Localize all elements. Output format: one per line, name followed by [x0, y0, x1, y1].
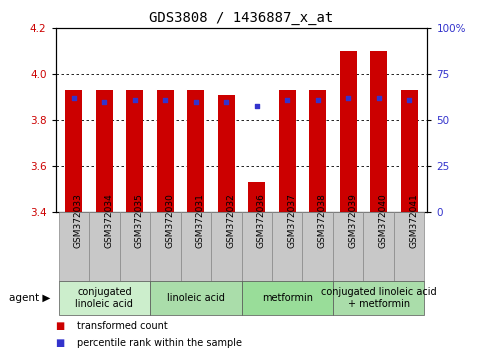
- Point: [192, 99, 199, 105]
- Point: [131, 97, 139, 103]
- Point: [222, 99, 230, 105]
- Text: GSM372039: GSM372039: [348, 193, 357, 248]
- Text: conjugated
linoleic acid: conjugated linoleic acid: [75, 287, 133, 309]
- Bar: [120, 212, 150, 281]
- Bar: [370, 51, 387, 212]
- Bar: [66, 91, 82, 212]
- Text: GSM372030: GSM372030: [165, 193, 174, 248]
- Bar: [89, 212, 120, 281]
- Text: ■: ■: [56, 321, 65, 331]
- Point: [253, 103, 261, 108]
- Text: GSM372031: GSM372031: [196, 193, 205, 248]
- Bar: [333, 212, 363, 281]
- Point: [314, 97, 322, 103]
- Bar: [127, 91, 143, 212]
- Text: transformed count: transformed count: [77, 321, 168, 331]
- Bar: [242, 212, 272, 281]
- Bar: [150, 281, 242, 315]
- Text: GSM372036: GSM372036: [257, 193, 266, 248]
- Bar: [211, 212, 242, 281]
- Text: GSM372034: GSM372034: [104, 193, 114, 248]
- Point: [375, 96, 383, 101]
- Point: [70, 96, 78, 101]
- Text: GDS3808 / 1436887_x_at: GDS3808 / 1436887_x_at: [149, 11, 334, 25]
- Bar: [58, 212, 89, 281]
- Bar: [302, 212, 333, 281]
- Point: [100, 99, 108, 105]
- Text: metformin: metformin: [262, 293, 313, 303]
- Text: GSM372038: GSM372038: [318, 193, 327, 248]
- Bar: [181, 212, 211, 281]
- Text: percentile rank within the sample: percentile rank within the sample: [77, 338, 242, 348]
- Bar: [96, 91, 113, 212]
- Text: agent ▶: agent ▶: [9, 293, 51, 303]
- Point: [161, 97, 169, 103]
- Bar: [157, 91, 174, 212]
- Point: [344, 96, 352, 101]
- Bar: [248, 183, 265, 212]
- Text: GSM372041: GSM372041: [409, 193, 418, 248]
- Bar: [150, 212, 181, 281]
- Bar: [394, 212, 425, 281]
- Text: conjugated linoleic acid
+ metformin: conjugated linoleic acid + metformin: [321, 287, 437, 309]
- Text: GSM372032: GSM372032: [226, 193, 235, 248]
- Bar: [401, 91, 417, 212]
- Bar: [309, 91, 326, 212]
- Bar: [333, 281, 425, 315]
- Text: GSM372037: GSM372037: [287, 193, 296, 248]
- Text: linoleic acid: linoleic acid: [167, 293, 225, 303]
- Point: [405, 97, 413, 103]
- Bar: [187, 91, 204, 212]
- Bar: [58, 281, 150, 315]
- Bar: [218, 95, 235, 212]
- Bar: [340, 51, 356, 212]
- Text: GSM372033: GSM372033: [74, 193, 83, 248]
- Text: GSM372035: GSM372035: [135, 193, 144, 248]
- Bar: [242, 281, 333, 315]
- Text: GSM372040: GSM372040: [379, 193, 388, 248]
- Text: ■: ■: [56, 338, 65, 348]
- Bar: [272, 212, 302, 281]
- Bar: [363, 212, 394, 281]
- Bar: [279, 91, 296, 212]
- Point: [284, 97, 291, 103]
